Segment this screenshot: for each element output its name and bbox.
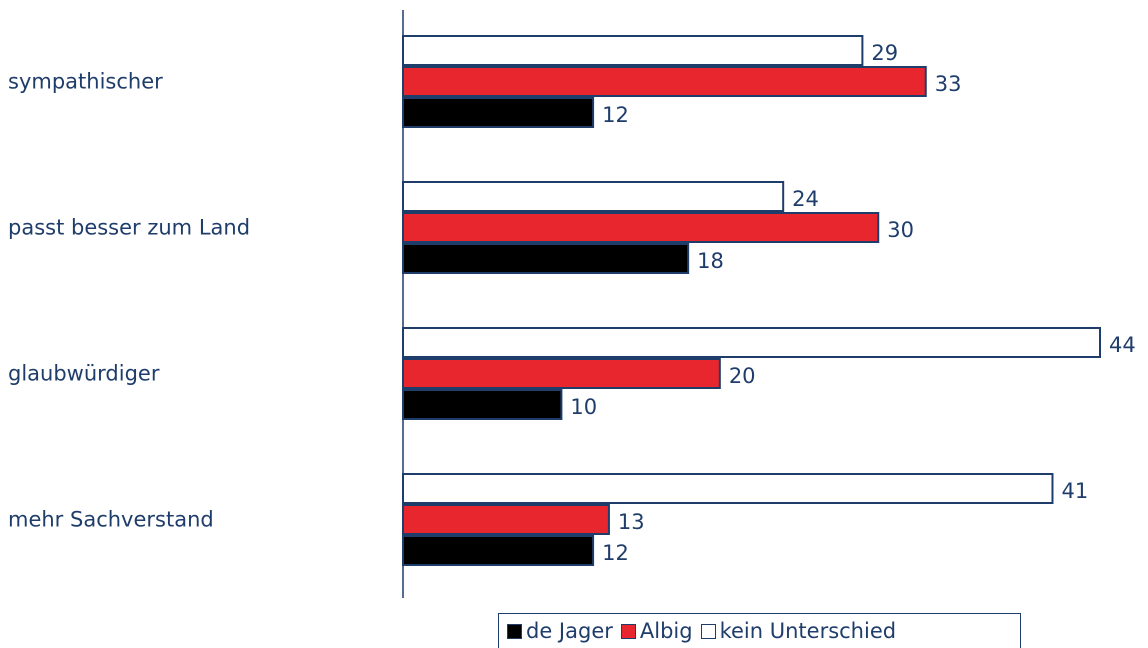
legend-swatch-de-jager [507, 623, 522, 639]
bar-albig-sympathischer [402, 66, 927, 97]
legend-label-kein-unterschied: kein Unterschied [719, 619, 897, 643]
legend-swatch-kein-unterschied [700, 623, 716, 639]
value-label-de-jager-sympathischer: 12 [602, 103, 629, 127]
bar-albig-passt-besser-zum-land [402, 212, 880, 243]
value-label-de-jager-passt-besser-zum-land: 18 [697, 249, 724, 273]
bar-kein-unterschied-glaubwurdiger [402, 327, 1101, 358]
category-label-sympathischer: sympathischer [8, 70, 163, 94]
legend-item-kein-unterschied: kein Unterschied [700, 619, 897, 643]
bar-albig-mehr-sachverstand [402, 504, 610, 535]
bar-kein-unterschied-mehr-sachverstand [402, 473, 1054, 504]
labels-layer: sympathischer 29 33 12 passt besser zum Land… [8, 41, 1136, 565]
value-label-de-jager-glaubwurdiger: 10 [570, 395, 597, 419]
legend-item-albig: Albig [620, 619, 693, 643]
value-label-albig-mehr-sachverstand: 13 [618, 510, 645, 534]
bar-de-jager-passt-besser-zum-land [402, 243, 690, 274]
bar-albig-glaubwurdiger [402, 358, 721, 389]
value-label-albig-sympathischer: 33 [935, 72, 962, 96]
legend: de Jager Albig kein Unterschied [498, 613, 1021, 648]
bar-kein-unterschied-passt-besser-zum-land [402, 181, 785, 212]
value-label-kein-unterschied-passt-besser-zum-land: 24 [792, 187, 819, 211]
bars-layer [402, 35, 1101, 566]
bar-de-jager-glaubwurdiger [402, 389, 563, 420]
bar-chart: sympathischer 29 33 12 passt besser zum Land… [8, 10, 1136, 598]
bar-de-jager-mehr-sachverstand [402, 535, 595, 566]
value-label-albig-glaubwurdiger: 20 [729, 364, 756, 388]
category-label-mehr-sachverstand: mehr Sachverstand [8, 508, 214, 532]
bar-de-jager-sympathischer [402, 97, 595, 128]
value-label-kein-unterschied-glaubwurdiger: 44 [1109, 333, 1136, 357]
bar-kein-unterschied-sympathischer [402, 35, 864, 66]
legend-label-albig: Albig [639, 619, 693, 643]
value-label-de-jager-mehr-sachverstand: 12 [602, 541, 629, 565]
legend-swatch-albig [620, 623, 636, 639]
legend-item-de-jager: de Jager [507, 619, 613, 643]
category-label-passt-besser-zum-land: passt besser zum Land [8, 216, 250, 240]
legend-label-de-jager: de Jager [526, 619, 613, 643]
value-label-kein-unterschied-mehr-sachverstand: 41 [1061, 479, 1088, 503]
category-label-glaubwurdiger: glaubwürdiger [8, 362, 160, 386]
value-label-albig-passt-besser-zum-land: 30 [887, 218, 914, 242]
value-label-kein-unterschied-sympathischer: 29 [871, 41, 898, 65]
